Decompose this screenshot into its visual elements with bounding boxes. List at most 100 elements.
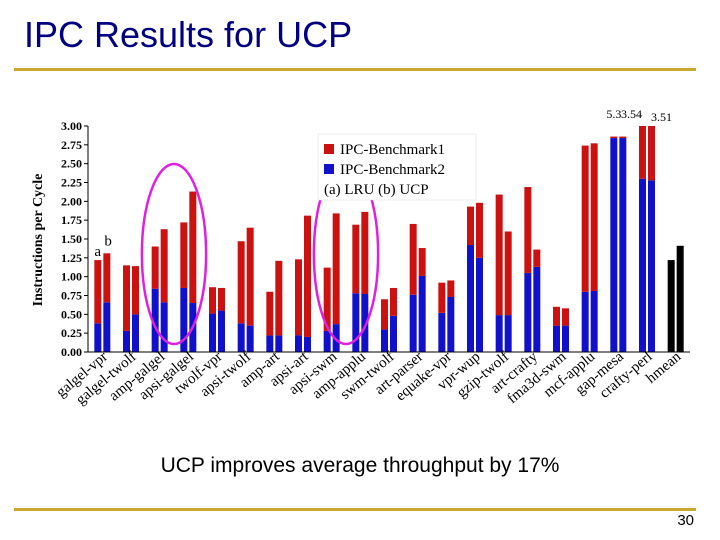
bar-benchmark1-ucp [590,143,598,291]
bar-benchmark2-lru [323,330,331,352]
bar-benchmark1-ucp [619,136,627,139]
bar-benchmark1-ucp [390,287,397,316]
overflow-labels: 5.3 3.54 3.51 [606,107,672,124]
bar-benchmark2-lru [524,272,532,352]
overflow-label: 5.3 [606,107,621,121]
legend-box [317,133,477,201]
bar-label-a: a [94,244,101,260]
bar-benchmark2-lru [237,323,245,352]
y-tick-label: 1.25 [61,251,82,265]
y-tick-label: 1.75 [61,213,82,227]
bar-benchmark1-ucp [103,253,111,303]
bar-benchmark1-ucp [418,248,426,276]
bar-benchmark2-ucp [332,324,340,352]
y-tick-label: 2.50 [61,157,82,171]
bar-benchmark2-ucp [533,266,541,352]
bar-benchmark2-ucp [648,180,655,352]
bar-benchmark1-ucp [504,231,512,316]
bar-benchmark1-lru [495,194,503,316]
bar-benchmark1-lru [180,222,188,288]
bar-label-b: b [104,233,112,249]
bar-benchmark2-ucp [218,310,225,352]
bar-benchmark1-lru [352,224,360,294]
bar-benchmark1-ucp [132,266,139,315]
bar-benchmark1-ucp [275,260,283,336]
bar-benchmark1-ucp [447,280,455,298]
legend: IPC-Benchmark1 IPC-Benchmark2 (a) LRU (b) … [317,133,477,201]
bars [88,126,690,353]
bar-benchmark2-lru [409,294,417,352]
bar-benchmark1-lru [295,259,302,336]
bar-benchmark1-lru [94,260,102,324]
bar-benchmark2-ucp [562,325,569,352]
overflow-label: 3.54 [621,107,642,121]
bar-hmean-ucp [676,245,684,352]
legend-entry-2: IPC-Benchmark2 [340,162,445,178]
bar-benchmark1-ucp [562,308,569,326]
footer-divider [14,508,696,511]
bar-benchmark1-lru [266,291,274,336]
bar-benchmark1-ucp [218,287,225,311]
bar-ab-labels: ab [94,233,112,260]
bar-benchmark1-lru [581,145,589,292]
bar-benchmark2-lru [467,245,474,352]
bar-benchmark2-ucp [418,275,426,352]
bar-benchmark2-lru [266,335,274,352]
bar-benchmark1-ucp [476,202,483,258]
ipc-bar-chart: 0.00 0.25 0.50 0.75 1.00 1.25 1.50 1.75 2.00 2.25… [31,107,690,408]
bar-benchmark2-lru [209,313,216,352]
bar-benchmark2-lru [151,288,159,352]
y-tick-label: 2.75 [61,138,82,152]
bar-benchmark1-ucp [533,249,541,267]
bar-benchmark2-ucp [361,293,369,352]
bar-benchmark2-ucp [304,336,311,352]
legend-swatch-2 [324,164,334,174]
bar-benchmark2-lru [610,138,618,352]
bar-benchmark2-ucp [275,335,283,352]
bar-benchmark2-ucp [476,257,483,352]
bar-benchmark2-ucp [619,138,627,352]
bar-benchmark1-lru [323,267,331,331]
bar-benchmark2-ucp [504,315,512,352]
highlight-ellipse-1 [140,162,208,346]
bar-benchmark1-ucp [332,213,340,325]
bar-benchmark2-lru [94,323,102,352]
bar-benchmark1-ucp [246,227,254,326]
bar-benchmark2-lru [553,325,560,352]
y-tick-label: 0.75 [61,289,82,303]
y-tick-label: 0.00 [61,345,82,359]
bar-benchmark1-lru [409,223,417,295]
bar-benchmark1-lru [639,126,646,179]
bar-benchmark2-ucp [246,325,254,352]
bar-benchmark2-ucp [160,302,168,352]
caption: UCP improves average throughput by 17% [160,454,560,477]
bar-benchmark1-ucp [160,229,168,303]
bar-benchmark2-lru [180,287,188,352]
bar-benchmark2-ucp [390,315,397,352]
bar-benchmark1-lru [381,299,388,330]
y-tick-label: 1.50 [61,232,82,246]
bar-benchmark1-ucp [361,211,369,294]
y-tick-label: 2.00 [61,194,82,208]
bar-benchmark2-lru [352,293,360,352]
y-tick-label: 2.25 [61,176,82,190]
bar-benchmark2-lru [123,330,130,352]
slide-title: IPC Results for UCP [24,14,353,55]
y-tick-label: 0.50 [61,307,82,321]
bar-benchmark2-lru [495,315,503,352]
bar-benchmark1-lru [553,306,560,326]
bar-hmean-lru [667,260,675,352]
bar-benchmark1-lru [524,187,532,273]
bar-benchmark1-lru [610,136,618,139]
y-tick-label: 1.00 [61,270,82,284]
legend-swatch-1 [324,144,334,154]
bar-benchmark2-ucp [590,290,598,352]
legend-note: (a) LRU (b) UCP [324,182,429,198]
bar-benchmark2-lru [639,178,646,352]
bar-benchmark1-lru [209,287,216,314]
y-axis-label: Instructions per Cycle [31,174,46,307]
bar-benchmark2-lru [438,312,446,352]
bar-benchmark2-ucp [103,302,111,352]
y-tick-label: 3.00 [61,119,82,133]
bar-benchmark2-ucp [132,314,139,352]
